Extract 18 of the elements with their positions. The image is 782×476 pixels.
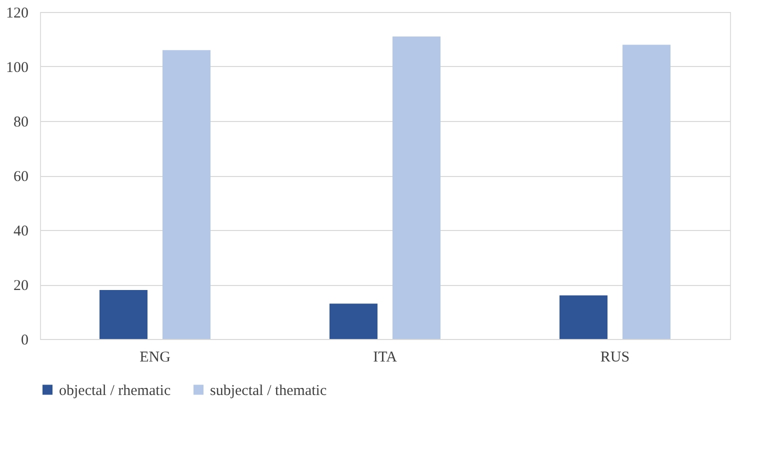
bar	[622, 44, 671, 339]
y-tick-label: 40	[14, 224, 28, 240]
y-tick-label: 20	[14, 278, 28, 294]
legend-label: subjectal / thematic	[210, 382, 327, 399]
y-tick-label: 100	[6, 60, 28, 76]
bar	[99, 290, 148, 339]
legend-label: objectal / rhematic	[59, 382, 171, 399]
bar	[162, 50, 211, 339]
y-tick-label: 60	[14, 169, 28, 185]
bar	[392, 36, 441, 339]
y-tick-label: 80	[14, 114, 28, 130]
x-tick-label: RUS	[600, 350, 630, 366]
y-tick-label: 0	[21, 332, 28, 348]
y-tick-label: 120	[6, 6, 28, 22]
bar	[559, 295, 608, 339]
x-tick-label: ITA	[373, 350, 398, 366]
x-tick-label: ENG	[140, 350, 171, 366]
bar	[329, 304, 378, 339]
